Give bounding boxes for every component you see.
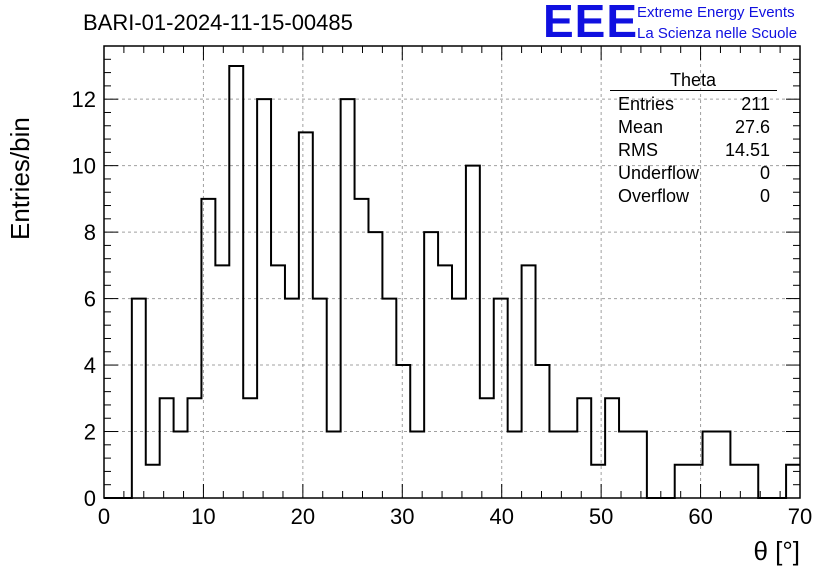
histogram-bin <box>466 166 480 498</box>
histogram-bin <box>146 465 160 498</box>
histogram-bin <box>452 299 466 498</box>
histogram-bin <box>577 398 591 498</box>
histogram-bin <box>368 232 382 498</box>
histogram-bin <box>591 465 605 498</box>
stats-value: 211 <box>741 94 770 114</box>
histogram-bin <box>549 432 563 498</box>
histogram-bin <box>285 299 299 498</box>
y-tick-label: 4 <box>84 353 96 378</box>
histogram-bin <box>174 432 188 498</box>
histogram-bin <box>382 299 396 498</box>
histogram-bin <box>730 465 744 498</box>
stats-value: 0 <box>760 186 770 206</box>
y-tick-label: 12 <box>72 87 96 112</box>
histogram-bin <box>536 365 550 498</box>
histogram-bin <box>438 265 452 498</box>
histogram-bin <box>424 232 438 498</box>
histogram-bin <box>786 465 800 498</box>
x-tick-label: 0 <box>98 504 110 529</box>
y-tick-label: 2 <box>84 420 96 445</box>
x-tick-label: 50 <box>589 504 613 529</box>
x-axis-label: θ [°] <box>753 536 800 566</box>
x-tick-label: 70 <box>788 504 812 529</box>
stats-label: RMS <box>618 140 658 160</box>
histogram-bin <box>271 265 285 498</box>
histogram-bin <box>396 365 410 498</box>
histogram-bin <box>605 398 619 498</box>
logo-line-1: Extreme Energy Events <box>637 4 795 21</box>
y-tick-label: 6 <box>84 287 96 312</box>
histogram-bin <box>160 398 174 498</box>
histogram-bin <box>563 432 577 498</box>
histogram-bin <box>188 398 202 498</box>
eee-logo: EEE <box>543 0 639 47</box>
histogram-bin <box>132 299 146 498</box>
stats-label: Entries <box>618 94 674 114</box>
histogram-bin <box>327 432 341 498</box>
stats-value: 27.6 <box>735 117 770 137</box>
stats-title: Theta <box>670 70 717 90</box>
x-tick-label: 20 <box>291 504 315 529</box>
stats-value: 0 <box>760 163 770 183</box>
chart-title: BARI-01-2024-11-15-00485 <box>83 10 353 35</box>
histogram-bin <box>299 132 313 498</box>
stats-divider <box>610 90 777 91</box>
histogram-bin <box>257 99 271 498</box>
histogram-bin <box>744 465 758 498</box>
histogram-bin <box>508 432 522 498</box>
histogram-bin <box>703 432 717 498</box>
histogram-bin <box>716 432 730 498</box>
histogram-bin <box>341 99 355 498</box>
histogram-bin <box>215 265 229 498</box>
x-tick-label: 60 <box>688 504 712 529</box>
stats-label: Underflow <box>618 163 700 183</box>
logo-line-2: La Scienza nelle Scuole <box>637 25 798 42</box>
histogram-bin <box>201 199 215 498</box>
x-tick-label: 30 <box>390 504 414 529</box>
x-tick-label: 40 <box>489 504 513 529</box>
x-tick-label: 10 <box>191 504 215 529</box>
histogram-bin <box>494 299 508 498</box>
histogram-bin <box>619 432 633 498</box>
histogram-bin <box>675 465 689 498</box>
y-tick-label: 10 <box>72 154 96 179</box>
histogram-bin <box>633 432 647 498</box>
histogram-bin <box>410 432 424 498</box>
y-tick-label: 0 <box>84 486 96 511</box>
stats-label: Mean <box>618 117 663 137</box>
histogram-bin <box>243 398 257 498</box>
y-tick-label: 8 <box>84 220 96 245</box>
histogram-bin <box>313 299 327 498</box>
histogram-bin <box>480 398 494 498</box>
histogram-bin <box>355 199 369 498</box>
histogram-bin <box>522 265 536 498</box>
histogram-bin <box>229 66 243 498</box>
stats-value: 14.51 <box>725 140 770 160</box>
stats-label: Overflow <box>618 186 690 206</box>
